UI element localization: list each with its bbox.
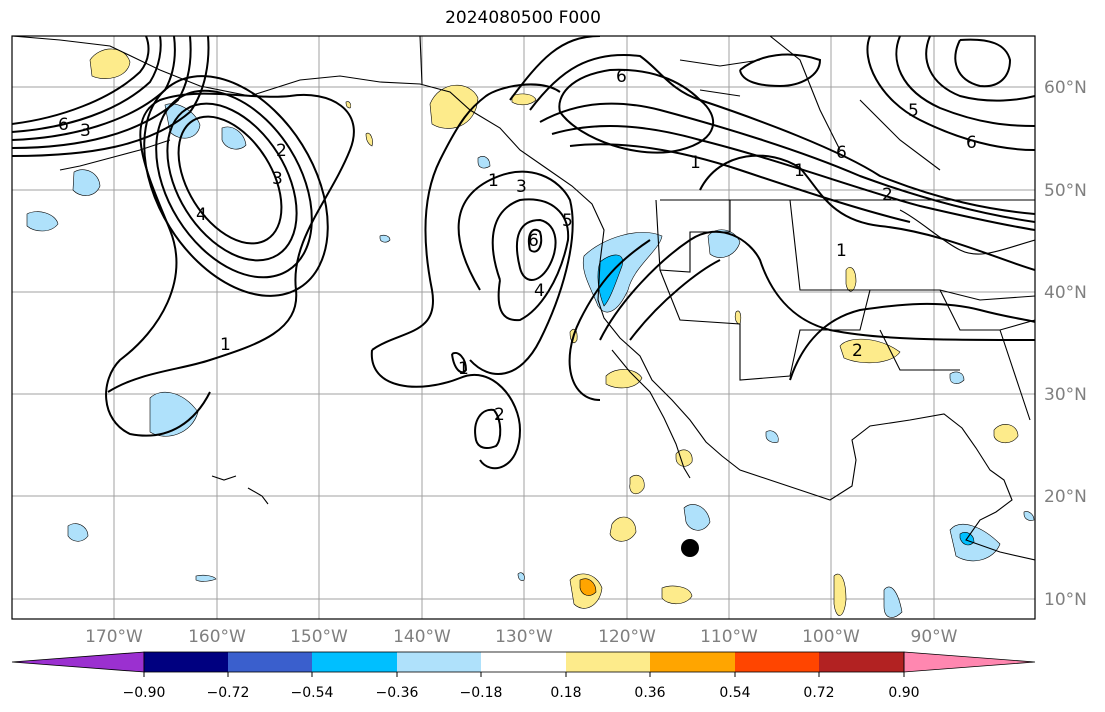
contour-label: 1 [488,171,499,191]
colorbar-tick-label: −0.72 [207,685,250,701]
contour-label: 1 [690,153,701,173]
contour-label: 1 [836,241,847,261]
contour-label: 6 [528,231,539,251]
contour-label: 1 [458,359,469,379]
map-frame [11,35,1036,620]
lat-label: 40°N [1044,283,1087,303]
contour-value-labels: 6 3 2 3 4 1 1 3 4 5 6 6 2 1 1 2 6 5 1 2 … [58,67,977,425]
colorbar-swatch [819,652,904,672]
colorbar-swatch [650,652,735,672]
lon-label: 90°W [911,627,958,647]
lat-label: 20°N [1044,487,1087,507]
colorbar-swatch [144,652,228,672]
contour-label: 4 [196,205,207,225]
colorbar-tick-label: −0.90 [123,685,166,701]
contour-label: 1 [794,161,805,181]
contour-lines [12,36,1035,470]
contour-label: 2 [882,185,893,205]
contour-label: 3 [80,121,91,141]
colorbar-swatch [397,652,481,672]
longitude-labels: 170°W 160°W 150°W 140°W 130°W 120°W 110°… [85,627,958,647]
contour-label: 6 [836,143,847,163]
colorbar-tick-label: 0.36 [634,685,665,701]
lat-label: 50°N [1044,181,1087,201]
contour-label: 4 [534,281,545,301]
map-title: 2024080500 F000 [445,8,601,28]
lat-label: 30°N [1044,385,1087,405]
contour-label: 5 [562,211,573,231]
coastlines [12,36,1035,561]
colorbar-swatch [566,652,650,672]
lon-label: 130°W [495,627,553,647]
colorbar: −0.90 −0.72 −0.54 −0.36 −0.18 0.18 0.36 … [11,651,1036,701]
colorbar-tick-label: 0.72 [803,685,834,701]
contour-label: 5 [908,101,919,121]
colorbar-tick-label: −0.54 [291,685,334,701]
lon-label: 140°W [393,627,451,647]
colorbar-tick-label: −0.18 [460,685,503,701]
lat-label: 60°N [1044,78,1087,98]
contour-label: 2 [494,405,505,425]
contour-label: 6 [58,115,69,135]
lon-label: 120°W [598,627,656,647]
contour-label: 2 [276,141,287,161]
latitude-labels: 60°N 50°N 40°N 30°N 20°N 10°N [1044,78,1087,610]
colorbar-tick-label: 0.54 [719,685,750,701]
lon-label: 160°W [188,627,246,647]
lon-label: 150°W [290,627,348,647]
lat-label: 10°N [1044,590,1087,610]
graticule [12,36,1035,619]
colorbar-tick-label: 0.90 [888,685,919,701]
colorbar-swatch [228,652,312,672]
colorbar-swatch [312,652,397,672]
contour-label: 2 [852,341,863,361]
colorbar-extend-high [903,651,1036,673]
colorbar-tick-label: −0.36 [376,685,419,701]
contour-label: 6 [616,67,627,87]
contour-label: 3 [516,177,527,197]
lon-label: 170°W [85,627,143,647]
lon-label: 100°W [802,627,860,647]
anomaly-shading [26,48,1035,618]
lon-label: 110°W [700,627,758,647]
colorbar-swatch [735,652,819,672]
contour-label: 3 [272,169,283,189]
colorbar-swatch [481,652,566,672]
colorbar-extend-low [11,651,145,673]
contour-label: 6 [966,133,977,153]
storm-marker [681,539,699,557]
colorbar-tick-label: 0.18 [550,685,581,701]
contour-label: 1 [220,335,231,355]
